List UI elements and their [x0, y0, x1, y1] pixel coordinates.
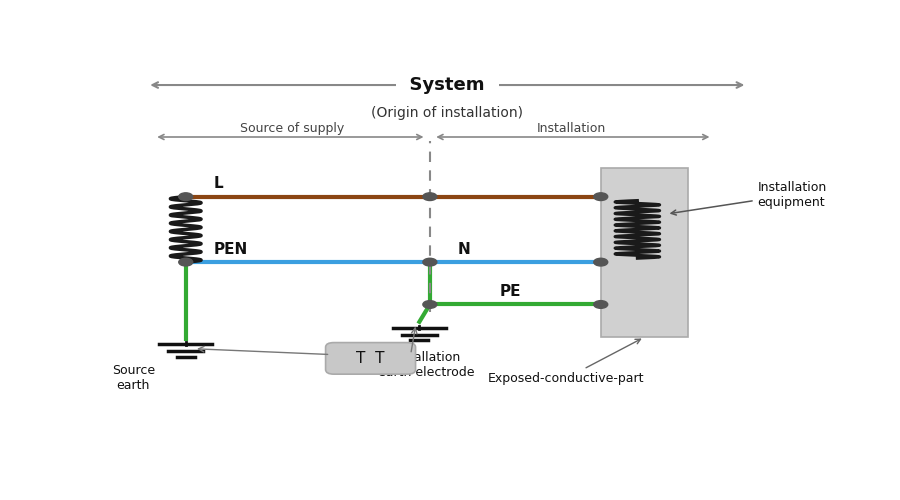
Circle shape [594, 258, 608, 266]
Circle shape [594, 193, 608, 200]
Text: Installation: Installation [536, 122, 606, 135]
Circle shape [423, 300, 436, 308]
Text: System: System [397, 76, 498, 94]
Text: PE: PE [500, 284, 521, 299]
Circle shape [594, 300, 608, 308]
Text: Source of supply: Source of supply [240, 122, 344, 135]
Text: Installation
equipment: Installation equipment [671, 180, 827, 215]
Text: PEN: PEN [213, 242, 248, 256]
Circle shape [179, 258, 193, 266]
Circle shape [423, 193, 436, 200]
Bar [601, 168, 688, 337]
Text: Exposed-conductive-part: Exposed-conductive-part [488, 339, 644, 385]
Circle shape [179, 193, 193, 200]
Text: (Origin of installation): (Origin of installation) [372, 106, 523, 120]
Text: T  T: T T [356, 351, 385, 366]
FancyBboxPatch shape [326, 342, 416, 374]
Text: N: N [458, 242, 471, 256]
Text: Source
earth: Source earth [112, 364, 155, 392]
Circle shape [423, 258, 436, 266]
Text: L: L [213, 176, 223, 191]
Text: Installation
earth electrode: Installation earth electrode [378, 350, 474, 378]
